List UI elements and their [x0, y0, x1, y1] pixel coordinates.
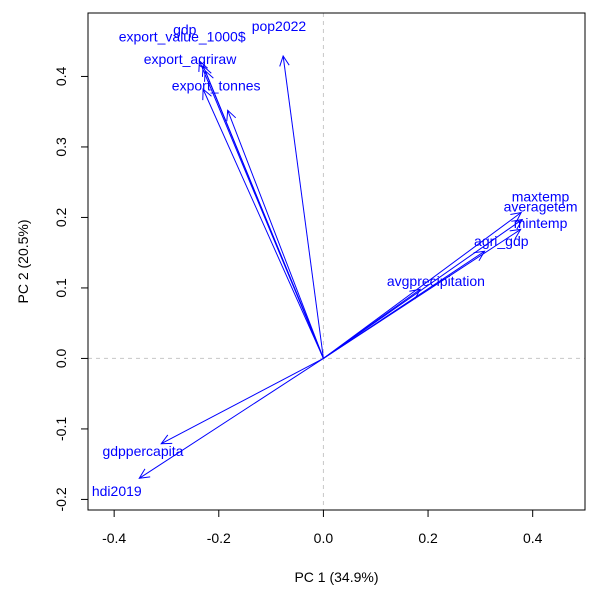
arrowhead-hdi2019 — [138, 468, 151, 479]
arrow-export-tonnes — [202, 88, 324, 359]
label-mintemp: mintemp — [514, 215, 568, 231]
loading-arrows — [138, 54, 524, 479]
arrowhead-avgprecipitation — [409, 288, 422, 300]
x-axis: -0.4 -0.2 0.0 0.2 0.4 — [102, 509, 543, 546]
arrow-hdi2019 — [138, 358, 324, 479]
label-maxtemp: maxtemp — [512, 188, 570, 204]
y-tick-label: 0.0 — [53, 348, 69, 368]
arrow-agri-gdp — [323, 250, 485, 359]
arrowhead-maxtemp — [510, 211, 523, 223]
arrow-pop2022 — [282, 55, 324, 359]
label-hdi2019: hdi2019 — [92, 483, 142, 499]
y-tick-label: 0.2 — [53, 207, 69, 227]
arrowhead-gdppercapita — [160, 434, 173, 445]
arrow-avgprecipitation — [323, 288, 421, 359]
x-tick-label: 0.2 — [418, 530, 438, 546]
x-tick-label: -0.4 — [102, 530, 126, 546]
label-gdp: gdp — [173, 21, 197, 37]
y-tick-label: -0.2 — [53, 487, 69, 511]
arrowhead-averagetem — [511, 218, 524, 230]
label-export-tonnes: export_tonnes — [172, 78, 261, 94]
label-agri-gdp: agri_gdp — [474, 233, 529, 249]
label-export-value-1000-: export_value_1000$ — [119, 28, 246, 44]
label-gdppercapita: gdppercapita — [102, 443, 183, 459]
x-tick-label: -0.2 — [207, 530, 231, 546]
y-axis: -0.2 -0.1 0.0 0.1 0.2 0.3 0.4 — [53, 67, 88, 511]
y-axis-title: PC 2 (20.5%) — [15, 219, 31, 303]
arrowhead-export-agriraw — [204, 69, 214, 82]
arrow-export-agriraw — [204, 70, 324, 359]
label-pop2022: pop2022 — [252, 18, 307, 34]
arrowhead-export-value-1000- — [201, 64, 212, 77]
label-avgprecipitation: avgprecipitation — [387, 273, 485, 289]
arrow-gdppercapita — [161, 357, 324, 445]
x-tick-label: 0.0 — [314, 530, 334, 546]
x-tick-label: 0.4 — [523, 530, 543, 546]
label-averagetem: averagetem — [504, 198, 578, 214]
arrowhead-pop2022 — [279, 54, 290, 67]
x-axis-title: PC 1 (34.9%) — [294, 569, 378, 585]
arrow-unlabeled — [227, 110, 324, 359]
y-tick-label: 0.1 — [53, 278, 69, 298]
y-tick-label: -0.1 — [53, 417, 69, 441]
plot-frame — [87, 12, 586, 511]
arrowhead-unlabeled — [226, 109, 237, 122]
reference-lines — [88, 13, 585, 510]
arrowhead-gdp — [198, 59, 208, 72]
y-tick-label: 0.3 — [53, 137, 69, 157]
arrow-maxtemp — [323, 212, 522, 359]
arrowhead-agri-gdp — [473, 250, 486, 261]
arrowhead-export-tonnes — [202, 88, 212, 101]
y-tick-label: 0.4 — [53, 67, 69, 87]
arrowhead-mintemp — [509, 228, 522, 240]
label-export-agriraw: export_agriraw — [144, 51, 237, 67]
loading-labels: gdp pop2022 export_value_1000$ export_agrir… — [92, 18, 578, 499]
